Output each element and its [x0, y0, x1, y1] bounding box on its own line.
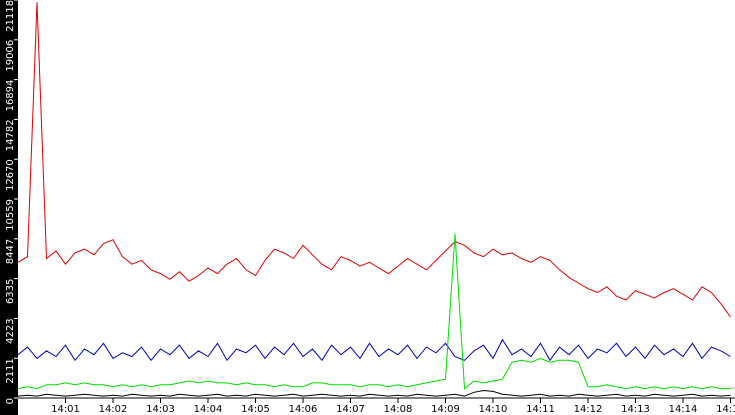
- y-tick-label: 2111: [5, 358, 16, 383]
- x-tick-label: 14:15: [716, 404, 735, 415]
- x-tick-label: 14:10: [479, 404, 508, 415]
- y-tick-label: 8447: [5, 239, 16, 264]
- x-tick-label: 14:14: [669, 404, 698, 415]
- y-tick-label: 10559: [5, 199, 16, 231]
- x-tick-label: 14:01: [51, 404, 80, 415]
- series-line: [17, 2, 731, 318]
- y-tick-label: 0: [5, 398, 16, 404]
- x-tick-label: 14:07: [336, 404, 365, 415]
- y-tick-label: 16894: [5, 80, 16, 112]
- x-tick-label: 14:04: [194, 404, 223, 415]
- y-tick-label: 12670: [5, 159, 16, 191]
- x-tick-label: 14:08: [384, 404, 413, 415]
- y-axis-band: [0, 0, 18, 415]
- y-tick-label: 14782: [5, 119, 16, 151]
- series-line: [17, 233, 731, 390]
- y-tick-label: 6335: [5, 279, 16, 304]
- x-tick-label: 14:09: [431, 404, 460, 415]
- x-tick-label: 14:13: [621, 404, 650, 415]
- x-tick-label: 14:05: [241, 404, 270, 415]
- x-tick-label: 14:12: [574, 404, 603, 415]
- x-tick-label: 14:11: [526, 404, 555, 415]
- x-tick-label: 14:06: [289, 404, 318, 415]
- x-tick-label: 14:02: [99, 404, 128, 415]
- series-line: [17, 389, 731, 397]
- y-tick-label: 21118: [5, 0, 16, 32]
- y-tick-label: 19006: [5, 40, 16, 72]
- y-tick-label: 4223: [5, 318, 16, 343]
- x-tick-label: 14:03: [146, 404, 175, 415]
- series-line: [17, 338, 731, 362]
